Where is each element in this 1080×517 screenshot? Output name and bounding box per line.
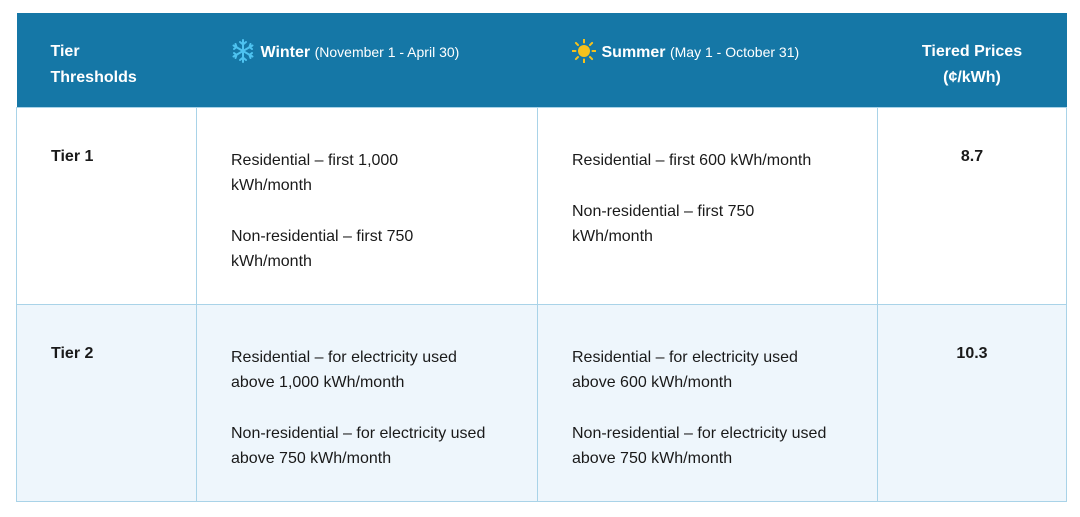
summer-cell: Residential – first 600 kWh/month Non-re…	[537, 106, 878, 305]
header-winter: Winter (November 1 - April 30)	[197, 13, 538, 107]
pricing-table-container: Tier Thresholds Winter (Novem	[16, 13, 1067, 502]
header-tier-thresholds: Tier Thresholds	[50, 43, 137, 86]
header-summer: Summer (May 1 - October 31)	[538, 13, 878, 107]
winter-cell: Residential – first 1,000 kWh/month Non-…	[196, 106, 538, 305]
table-header-row: Tier Thresholds Winter (Novem	[16, 13, 1067, 107]
summer-range: (May 1 - October 31)	[669, 44, 800, 60]
tier-pricing-table: Tier Thresholds Winter (Novem	[16, 13, 1067, 502]
winter-range: (November 1 - April 30)	[314, 44, 460, 60]
winter-nonresidential: Non-residential – first 750 kWh/month	[231, 227, 414, 270]
winter-residential: Residential – for electricity used above…	[231, 348, 457, 391]
table-row-tier-1: Tier 1 Residential – first 1,000 kWh/mon…	[16, 106, 1067, 305]
snowflake-icon	[232, 39, 253, 63]
tier-price: 10.3	[877, 303, 1067, 502]
tier-price: 8.7	[877, 106, 1067, 305]
header-tiered-prices: Tiered Prices (¢/kWh)	[921, 43, 1023, 86]
winter-label: Winter	[260, 44, 311, 61]
tier-label: Tier 2	[16, 303, 197, 502]
sun-icon	[571, 39, 596, 63]
summer-nonresidential: Non-residential – for electricity used a…	[572, 424, 827, 467]
tier-label: Tier 1	[16, 106, 197, 305]
winter-cell: Residential – for electricity used above…	[196, 303, 538, 502]
winter-nonresidential: Non-residential – for electricity used a…	[231, 424, 486, 467]
table-row-tier-2: Tier 2 Residential – for electricity use…	[16, 303, 1067, 502]
summer-residential: Residential – first 600 kWh/month	[572, 151, 812, 169]
summer-cell: Residential – for electricity used above…	[537, 303, 878, 502]
summer-label: Summer	[601, 44, 666, 61]
summer-residential: Residential – for electricity used above…	[572, 348, 798, 391]
winter-residential: Residential – first 1,000 kWh/month	[231, 151, 399, 194]
summer-nonresidential: Non-residential – first 750 kWh/month	[572, 202, 755, 245]
